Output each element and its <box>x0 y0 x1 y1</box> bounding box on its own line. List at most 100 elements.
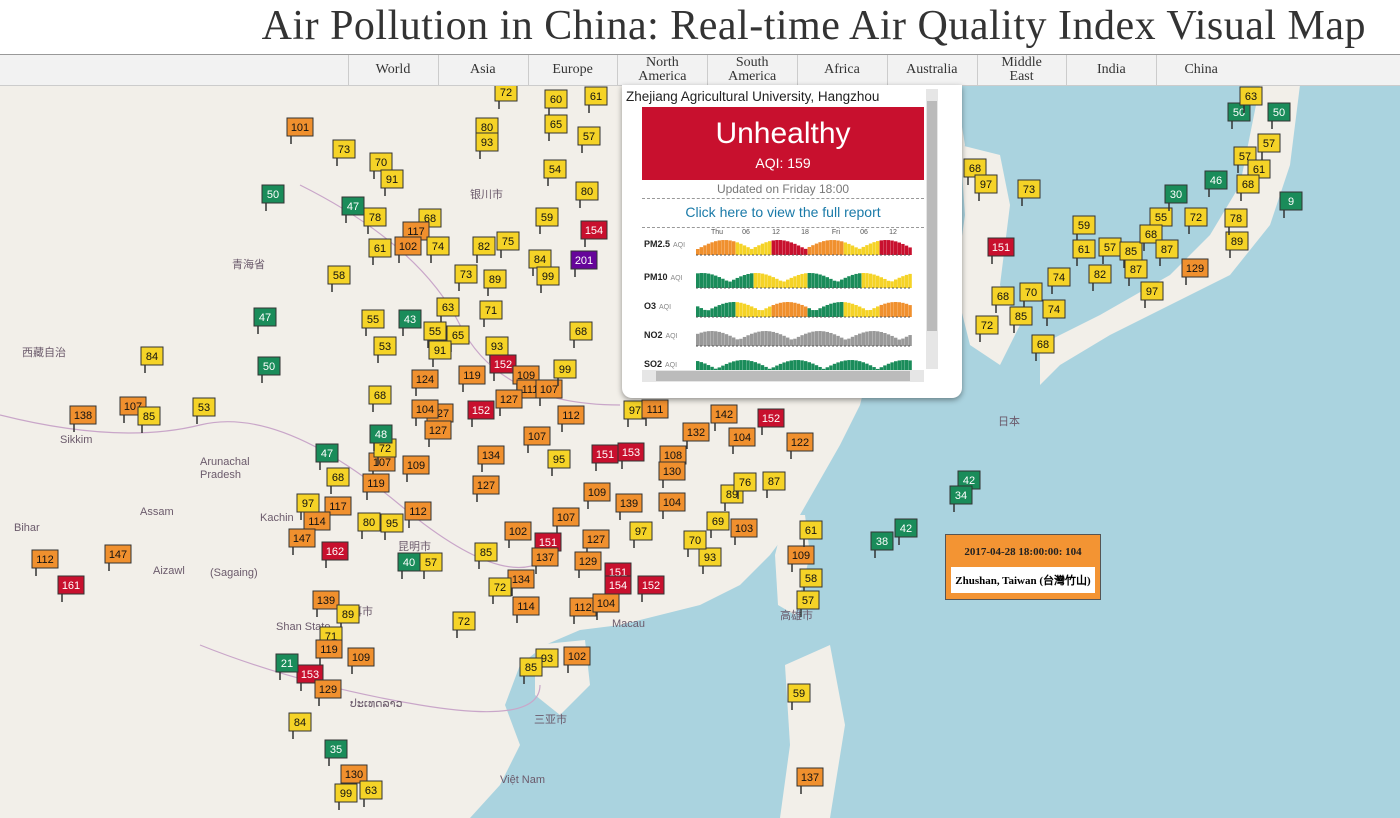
aqi-marker[interactable]: 107 <box>523 426 551 453</box>
aqi-marker[interactable]: 97 <box>623 400 647 427</box>
aqi-marker[interactable]: 47 <box>341 196 365 223</box>
aqi-marker[interactable]: 138 <box>69 405 97 432</box>
aqi-marker[interactable]: 112 <box>404 501 432 528</box>
aqi-marker[interactable]: 72 <box>494 85 518 109</box>
aqi-marker[interactable]: 59 <box>787 683 811 710</box>
aqi-marker[interactable]: 78 <box>363 207 387 234</box>
aqi-marker[interactable]: 82 <box>1088 264 1112 291</box>
aqi-marker[interactable]: 161 <box>57 575 85 602</box>
aqi-marker[interactable]: 114 <box>512 596 540 623</box>
aqi-marker[interactable]: 87 <box>762 471 786 498</box>
aqi-marker[interactable]: 74 <box>1042 299 1066 326</box>
aqi-marker[interactable]: 55 <box>423 321 447 348</box>
aqi-marker[interactable]: 80 <box>575 181 599 208</box>
aqi-marker[interactable]: 43 <box>398 309 422 336</box>
aqi-marker[interactable]: 93 <box>698 547 722 574</box>
aqi-marker[interactable]: 112 <box>557 405 585 432</box>
aqi-marker[interactable]: 38 <box>870 531 894 558</box>
aqi-marker[interactable]: 127 <box>472 475 500 502</box>
aqi-marker[interactable]: 112 <box>31 549 59 576</box>
aqi-marker[interactable]: 71 <box>479 300 503 327</box>
nav-item[interactable]: India <box>1066 55 1155 85</box>
aqi-marker[interactable]: 153 <box>296 664 324 691</box>
aqi-marker[interactable]: 154 <box>580 220 608 247</box>
aqi-marker[interactable]: 122 <box>786 432 814 459</box>
aqi-marker[interactable]: 59 <box>535 207 559 234</box>
aqi-marker[interactable]: 68 <box>1031 334 1055 361</box>
aqi-marker[interactable]: 104 <box>592 593 620 620</box>
aqi-marker[interactable]: 84 <box>528 249 552 276</box>
aqi-marker[interactable]: 95 <box>547 449 571 476</box>
aqi-marker[interactable]: 107 <box>552 507 580 534</box>
aqi-marker[interactable]: 85 <box>137 406 161 433</box>
aqi-marker[interactable]: 99 <box>553 359 577 386</box>
aqi-marker[interactable]: 102 <box>394 236 422 263</box>
aqi-marker[interactable]: 142 <box>710 404 738 431</box>
aqi-marker[interactable]: 40 <box>397 552 421 579</box>
aqi-marker[interactable]: 63 <box>436 297 460 324</box>
aqi-marker[interactable]: 119 <box>458 365 486 392</box>
nav-item[interactable]: Asia <box>437 55 527 85</box>
aqi-marker[interactable]: 104 <box>658 492 686 519</box>
aqi-marker[interactable]: 60 <box>544 89 568 116</box>
aqi-marker[interactable]: 129 <box>574 551 602 578</box>
aqi-marker[interactable]: 47 <box>315 443 339 470</box>
aqi-marker[interactable]: 152 <box>757 408 785 435</box>
aqi-marker[interactable]: 68 <box>569 321 593 348</box>
aqi-marker[interactable]: 59 <box>1072 215 1096 242</box>
aqi-marker[interactable]: 55 <box>361 309 385 336</box>
aqi-marker[interactable]: 139 <box>312 590 340 617</box>
aqi-marker[interactable]: 55 <box>1149 207 1173 234</box>
aqi-marker[interactable]: 119 <box>362 473 390 500</box>
aqi-marker[interactable]: 74 <box>1047 267 1071 294</box>
aqi-marker[interactable]: 50 <box>1267 102 1291 129</box>
nav-item[interactable]: Australia <box>886 55 976 85</box>
aqi-marker[interactable]: 85 <box>474 542 498 569</box>
aqi-marker[interactable]: 61 <box>368 238 392 265</box>
aqi-marker[interactable]: 30 <box>1164 184 1188 211</box>
aqi-marker[interactable]: 73 <box>454 264 478 291</box>
aqi-marker[interactable]: 162 <box>321 541 349 568</box>
report-link[interactable]: Click here to view the full report <box>685 204 881 220</box>
aqi-marker[interactable]: 95 <box>380 513 404 540</box>
aqi-marker[interactable]: 130 <box>340 764 368 791</box>
aqi-marker[interactable]: 50 <box>261 184 285 211</box>
aqi-marker[interactable]: 117 <box>402 221 430 248</box>
aqi-marker[interactable]: 54 <box>543 159 567 186</box>
aqi-marker[interactable]: 84 <box>140 346 164 373</box>
aqi-marker[interactable]: 80 <box>357 512 381 539</box>
aqi-marker[interactable]: 109 <box>347 647 375 674</box>
aqi-marker[interactable]: 61 <box>1072 239 1096 266</box>
nav-item[interactable]: Africa <box>797 55 886 85</box>
aqi-marker[interactable]: 114 <box>303 511 331 538</box>
aqi-marker[interactable]: 99 <box>334 783 358 810</box>
nav-item[interactable]: Europe <box>527 55 617 85</box>
aqi-marker[interactable]: 46 <box>1204 170 1228 197</box>
aqi-marker[interactable]: 68 <box>326 467 350 494</box>
aqi-marker[interactable]: 65 <box>446 325 470 352</box>
aqi-marker[interactable]: 89 <box>336 604 360 631</box>
aqi-marker[interactable]: 76 <box>733 472 757 499</box>
aqi-marker[interactable]: 147 <box>104 544 132 571</box>
aqi-marker[interactable]: 73 <box>332 139 356 166</box>
aqi-marker[interactable]: 87 <box>1124 259 1148 286</box>
aqi-marker[interactable]: 85 <box>1009 306 1033 333</box>
aqi-marker[interactable]: 9 <box>1279 191 1303 218</box>
aqi-marker[interactable]: 57 <box>1257 133 1281 160</box>
aqi-marker[interactable]: 99 <box>536 266 560 293</box>
nav-item[interactable]: South America <box>707 55 796 85</box>
nav-item[interactable]: North America <box>617 55 706 85</box>
aqi-marker[interactable]: 68 <box>1236 174 1260 201</box>
aqi-marker[interactable]: 82 <box>472 236 496 263</box>
aqi-marker[interactable]: 97 <box>974 174 998 201</box>
aqi-marker[interactable]: 151 <box>591 444 619 471</box>
aqi-marker[interactable]: 53 <box>192 397 216 424</box>
aqi-marker[interactable]: 129 <box>314 679 342 706</box>
aqi-marker[interactable]: 85 <box>519 657 543 684</box>
aqi-marker[interactable]: 129 <box>1181 258 1209 285</box>
aqi-marker[interactable]: 68 <box>1139 224 1163 251</box>
aqi-marker[interactable]: 127 <box>582 529 610 556</box>
aqi-marker[interactable]: 58 <box>327 265 351 292</box>
aqi-marker[interactable]: 72 <box>975 315 999 342</box>
aqi-marker[interactable]: 103 <box>730 518 758 545</box>
